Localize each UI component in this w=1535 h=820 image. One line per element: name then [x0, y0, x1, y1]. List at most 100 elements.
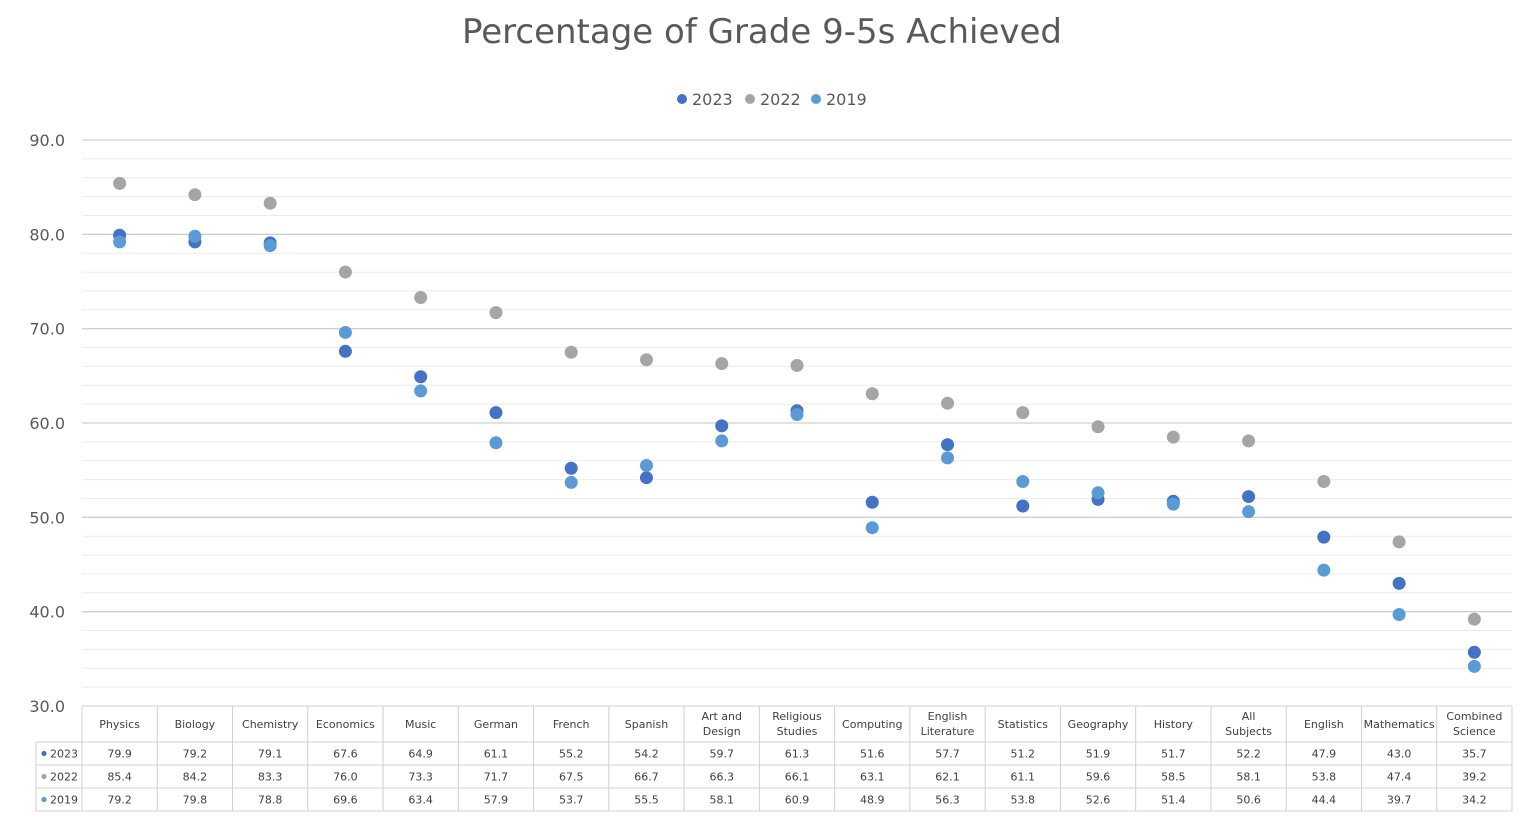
table-cell: 66.1	[785, 771, 810, 784]
table-cell: 51.4	[1161, 794, 1186, 807]
category-label: Statistics	[998, 718, 1049, 731]
y-axis: 30.0 40.0 50.0 60.0 70.0 80.0 90.0	[29, 131, 65, 716]
y-tick-label: 90.0	[29, 131, 65, 150]
table-cell: 51.2	[1011, 748, 1036, 761]
table-cell: 39.2	[1462, 771, 1487, 784]
table-cell: 83.3	[258, 771, 283, 784]
data-point-2019	[1467, 659, 1481, 673]
table-cell: 50.6	[1236, 794, 1261, 807]
table-cell: 66.3	[709, 771, 734, 784]
table-row-marker-2023	[41, 750, 47, 757]
table-cell: 44.4	[1312, 794, 1337, 807]
data-points	[113, 176, 1481, 673]
legend: 2023 2022 2019	[677, 90, 867, 109]
data-point-2022	[1166, 430, 1180, 444]
table-cell: 57.9	[484, 794, 509, 807]
table-cell: 55.5	[634, 794, 659, 807]
data-point-2023	[639, 471, 653, 485]
category-label: Physics	[99, 718, 140, 731]
table-cell: 56.3	[935, 794, 960, 807]
chart-title: Percentage of Grade 9-5s Achieved	[462, 12, 1062, 52]
table-row-label: 2019	[50, 794, 78, 807]
data-point-2022	[1467, 612, 1481, 626]
data-point-2022	[941, 396, 955, 410]
category-label: French	[553, 718, 590, 731]
table-cell: 79.1	[258, 748, 283, 761]
data-point-2022	[564, 345, 578, 359]
table-row-marker-2022	[41, 773, 47, 780]
category-label: Chemistry	[242, 718, 299, 731]
data-point-2022	[1016, 406, 1030, 420]
table-cell: 39.7	[1387, 794, 1412, 807]
y-tick-label: 70.0	[29, 320, 65, 339]
table-cell: 73.3	[408, 771, 433, 784]
table-row-label: 2023	[50, 748, 78, 761]
table-cell: 61.1	[484, 748, 509, 761]
table-cell: 59.6	[1086, 771, 1111, 784]
table-cell: 63.1	[860, 771, 885, 784]
table-cell: 51.9	[1086, 748, 1111, 761]
table-cell: 47.4	[1387, 771, 1412, 784]
data-table: Physics Biology Chemistry Economics Music Ger…	[35, 705, 1513, 812]
category-label: Mathematics	[1364, 718, 1435, 731]
category-label: Biology	[175, 718, 216, 731]
table-cell: 47.9	[1312, 748, 1337, 761]
data-point-2019	[941, 451, 955, 465]
data-point-2019	[263, 239, 277, 253]
data-point-2022	[489, 306, 503, 320]
table-cell: 43.0	[1387, 748, 1412, 761]
table-cell: 51.7	[1161, 748, 1186, 761]
data-point-2019	[1166, 497, 1180, 511]
data-point-2019	[865, 521, 879, 535]
table-cell: 57.7	[935, 748, 960, 761]
data-point-2022	[1317, 474, 1331, 488]
category-label: All Subjects	[1225, 710, 1272, 738]
data-point-2023	[489, 406, 503, 420]
data-point-2023	[414, 370, 428, 384]
data-point-2019	[489, 436, 503, 450]
legend-label-2019: 2019	[826, 90, 867, 109]
category-label: English	[1304, 718, 1344, 731]
y-tick-label: 80.0	[29, 225, 65, 244]
data-point-2019	[188, 229, 202, 243]
y-tick-label: 40.0	[29, 603, 65, 622]
data-point-2019	[639, 458, 653, 472]
data-point-2023	[865, 495, 879, 509]
legend-marker-2022	[745, 94, 755, 104]
table-cell: 67.5	[559, 771, 584, 784]
table-cell: 53.8	[1011, 794, 1036, 807]
data-point-2019	[113, 235, 127, 249]
table-cell: 53.8	[1312, 771, 1337, 784]
data-point-2023	[941, 438, 955, 452]
table-cell: 54.2	[634, 748, 659, 761]
legend-label-2023: 2023	[692, 90, 733, 109]
category-label: Art and Design	[701, 710, 742, 738]
data-point-2023	[338, 344, 352, 358]
legend-marker-2019	[811, 94, 821, 104]
table-cell: 35.7	[1462, 748, 1487, 761]
table-cell: 48.9	[860, 794, 885, 807]
data-point-2023	[715, 419, 729, 433]
data-point-2022	[263, 196, 277, 210]
table-cell: 63.4	[408, 794, 433, 807]
data-point-2019	[1317, 563, 1331, 577]
table-row-marker-2019	[41, 796, 47, 803]
table-cell: 53.7	[559, 794, 584, 807]
data-point-2022	[188, 188, 202, 202]
category-label: Music	[405, 718, 436, 731]
data-point-2023	[564, 461, 578, 475]
category-label: Religious Studies	[772, 710, 822, 738]
data-point-2023	[1392, 576, 1406, 590]
table-cell: 79.9	[107, 748, 132, 761]
data-point-2022	[1242, 434, 1256, 448]
category-label: Economics	[316, 718, 375, 731]
category-label: Combined Science	[1446, 710, 1502, 738]
table-cell: 66.7	[634, 771, 659, 784]
y-tick-label: 50.0	[29, 508, 65, 527]
data-point-2022	[790, 358, 804, 372]
data-point-2022	[1392, 535, 1406, 549]
data-point-2019	[790, 408, 804, 422]
table-cell: 34.2	[1462, 794, 1487, 807]
data-point-2022	[113, 176, 127, 190]
